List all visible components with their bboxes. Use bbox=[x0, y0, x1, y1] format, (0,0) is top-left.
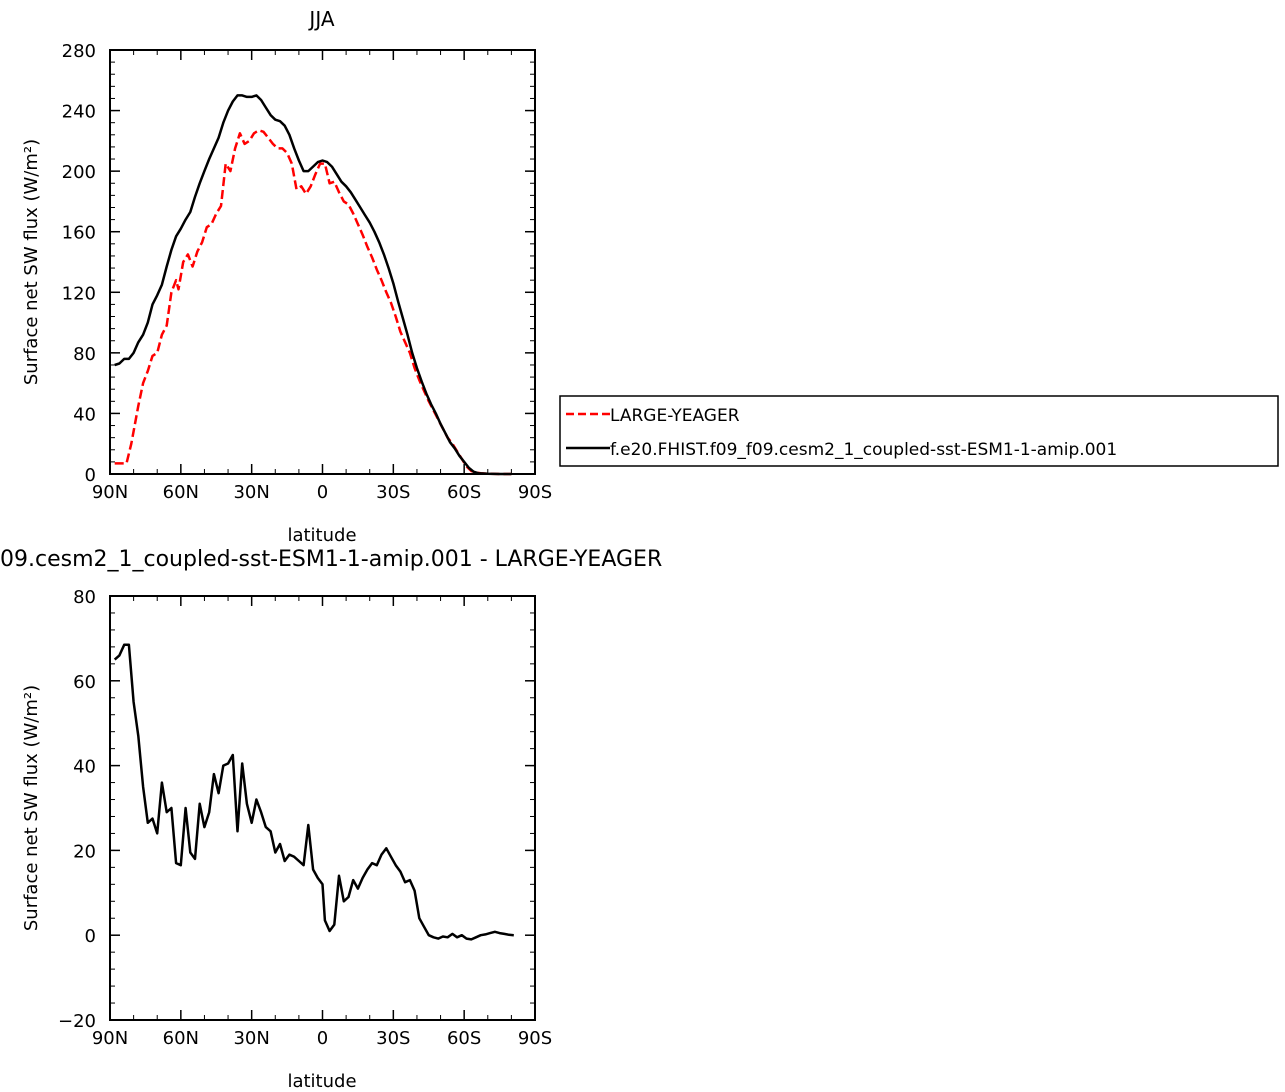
top-plot-frame bbox=[109, 49, 536, 475]
panel-jja: JJA 90N 60N 30N 0 30S 60S 90S 0 40 80 120 160 200 240… bbox=[21, 7, 552, 546]
top-x-tick-label: 30S bbox=[376, 482, 410, 503]
top-y-tick-label: 120 bbox=[62, 283, 96, 304]
bottom-series-group bbox=[113, 643, 514, 941]
top-y-tick-label: 80 bbox=[73, 344, 96, 365]
bottom-y-tick-label: 80 bbox=[73, 587, 96, 608]
bottom-x-tick-label: 60N bbox=[163, 1028, 199, 1049]
bottom-y-tick-label: −20 bbox=[58, 1011, 96, 1032]
top-x-tick-label: 0 bbox=[317, 482, 328, 503]
legend-box bbox=[559, 395, 1279, 467]
bottom-axes: 90N 60N 30N 0 30S 60S 90S −20 0 20 40 60 80 bbox=[58, 587, 552, 1049]
top-chart-title: JJA bbox=[307, 7, 334, 31]
bottom-y-tick-label: 0 bbox=[85, 926, 96, 947]
bottom-x-tick-label: 30N bbox=[233, 1028, 269, 1049]
legend-label-large-yeager: LARGE-YEAGER bbox=[610, 406, 740, 426]
top-series-group bbox=[114, 94, 512, 476]
bottom-x-axis-label: latitude bbox=[287, 1071, 356, 1092]
top-y-tick-label: 160 bbox=[62, 223, 96, 244]
top-y-tick-label: 40 bbox=[73, 404, 96, 425]
panel-difference: 09.cesm2_1_coupled-sst-ESM1-1-amip.001 -… bbox=[0, 547, 662, 1092]
bottom-x-tick-label: 90S bbox=[518, 1028, 552, 1049]
bottom-y-tick-label: 40 bbox=[73, 757, 96, 778]
top-series-line-1 bbox=[114, 94, 512, 476]
top-x-tick-label: 60S bbox=[447, 482, 481, 503]
bottom-series-line-0 bbox=[113, 643, 514, 941]
legend: LARGE-YEAGER f.e20.FHIST.f09_f09.cesm2_1… bbox=[559, 395, 1279, 467]
top-y-tick-label: 240 bbox=[62, 102, 96, 123]
top-x-axis-label: latitude bbox=[287, 525, 356, 546]
top-x-tick-label: 90S bbox=[518, 482, 552, 503]
bottom-x-tick-label: 90N bbox=[92, 1028, 128, 1049]
top-y-tick-label: 0 bbox=[85, 465, 96, 486]
top-y-axis-label: Surface net SW flux (W/m²) bbox=[21, 139, 42, 385]
bottom-x-tick-label: 0 bbox=[317, 1028, 328, 1049]
bottom-y-axis-label: Surface net SW flux (W/m²) bbox=[21, 685, 42, 931]
top-axes: 90N 60N 30N 0 30S 60S 90S 0 40 80 120 160 200 240 280 bbox=[62, 41, 553, 503]
top-x-tick-label: 30N bbox=[233, 482, 269, 503]
bottom-plot-frame bbox=[109, 595, 536, 1021]
top-y-tick-label: 200 bbox=[62, 162, 96, 183]
bottom-y-tick-label: 20 bbox=[73, 841, 96, 862]
bottom-chart-title: 09.cesm2_1_coupled-sst-ESM1-1-amip.001 -… bbox=[0, 547, 662, 572]
top-series-line-0 bbox=[114, 129, 512, 476]
top-y-tick-label: 280 bbox=[62, 41, 96, 62]
top-x-tick-label: 60N bbox=[163, 482, 199, 503]
bottom-x-tick-label: 30S bbox=[376, 1028, 410, 1049]
bottom-y-tick-label: 60 bbox=[73, 672, 96, 693]
top-x-tick-label: 90N bbox=[92, 482, 128, 503]
legend-label-cesm2: f.e20.FHIST.f09_f09.cesm2_1_coupled-sst-… bbox=[610, 440, 1117, 460]
bottom-x-tick-label: 60S bbox=[447, 1028, 481, 1049]
